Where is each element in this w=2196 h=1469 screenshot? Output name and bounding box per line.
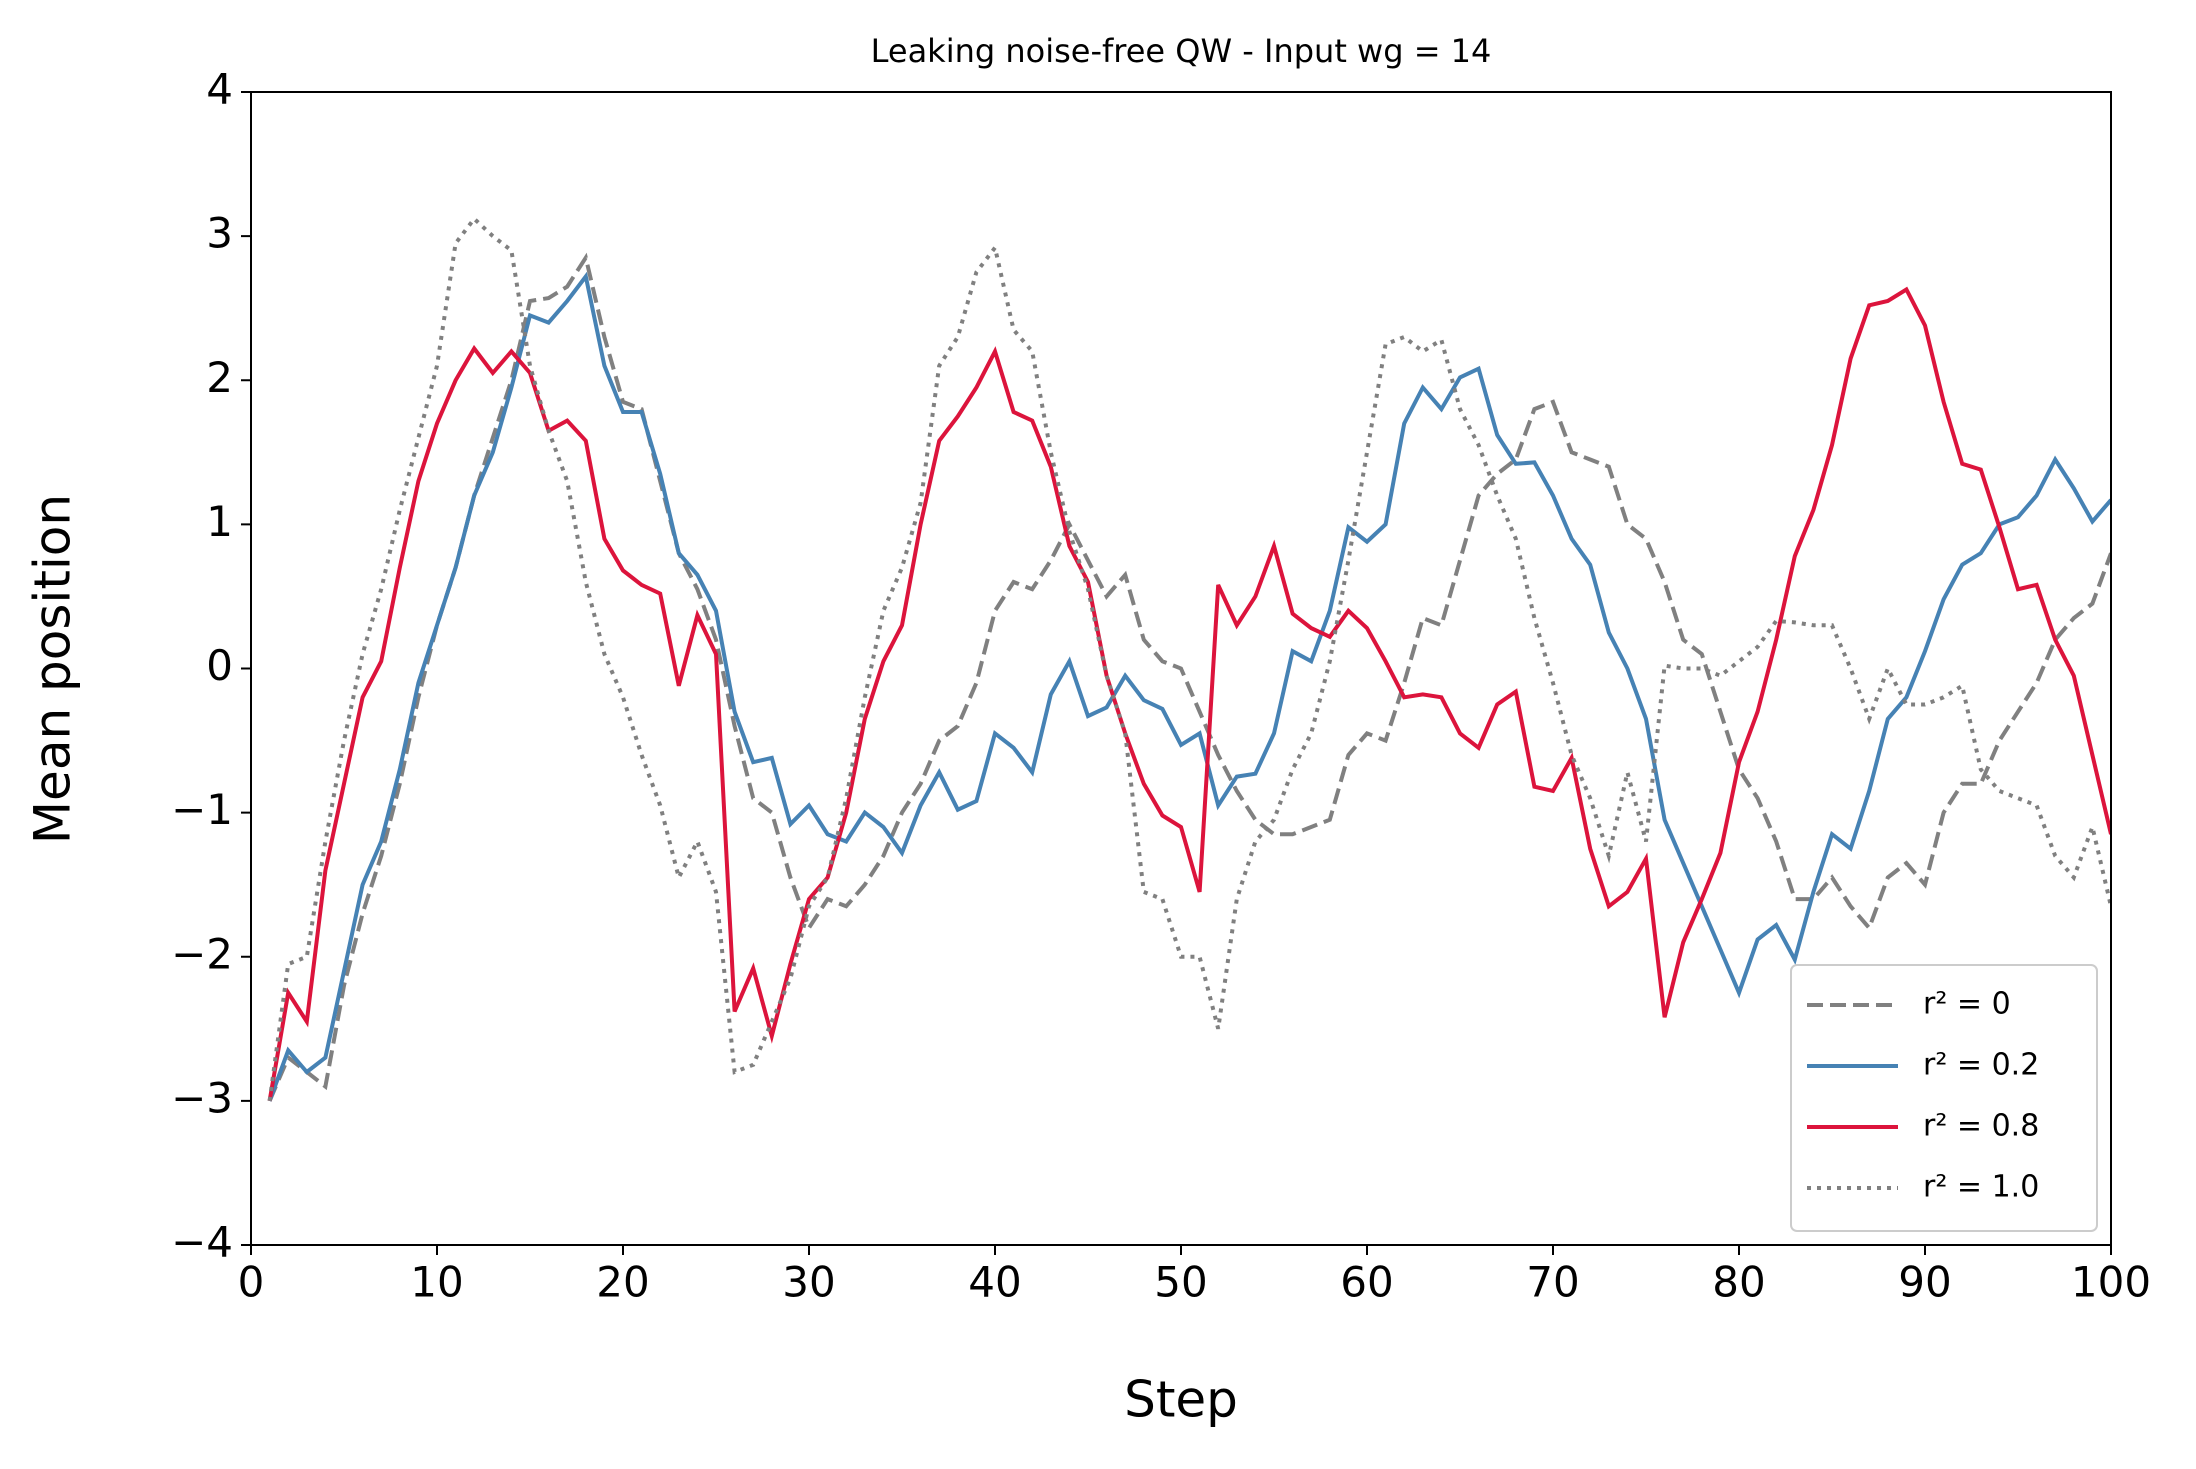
- x-tick-label: 20: [596, 1258, 649, 1307]
- legend-box: [1790, 964, 2098, 1232]
- legend-label: r² = 0.2: [1923, 1048, 2039, 1083]
- series-line: [267, 252, 2111, 1102]
- legend-label: r² = 0: [1923, 987, 2011, 1022]
- y-tick-label: −4: [171, 1218, 233, 1267]
- series-line: [267, 215, 2111, 1102]
- x-tick-label: 10: [410, 1258, 463, 1307]
- plot-frame: [250, 91, 2112, 1246]
- x-tick-label: 30: [782, 1258, 835, 1307]
- y-tick-label: 1: [206, 497, 233, 546]
- series-line: [267, 271, 2111, 1102]
- chart-title: Leaking noise-free QW - Input wg = 14: [871, 32, 1492, 70]
- x-tick-label: 70: [1526, 1258, 1579, 1307]
- x-tick-label: 40: [968, 1258, 1021, 1307]
- x-tick-label: 0: [238, 1258, 265, 1307]
- legend-label: r² = 1.0: [1923, 1170, 2039, 1205]
- y-tick-label: 4: [206, 65, 233, 114]
- x-tick-label: 80: [1712, 1258, 1765, 1307]
- x-axis-label: Step: [1124, 1371, 1238, 1429]
- y-tick-label: −2: [171, 929, 233, 978]
- x-tick-label: 90: [1898, 1258, 1951, 1307]
- legend-label: r² = 0.8: [1923, 1109, 2039, 1144]
- y-tick-label: −1: [171, 785, 233, 834]
- y-tick-label: −3: [171, 1073, 233, 1122]
- y-tick-label: 2: [206, 353, 233, 402]
- x-tick-label: 100: [2071, 1258, 2151, 1307]
- y-tick-label: 3: [206, 209, 233, 258]
- y-tick-label: 0: [206, 641, 233, 690]
- series-line: [267, 286, 2111, 1102]
- y-axis-label: Mean position: [24, 494, 82, 844]
- x-tick-label: 50: [1154, 1258, 1207, 1307]
- x-tick-label: 60: [1340, 1258, 1393, 1307]
